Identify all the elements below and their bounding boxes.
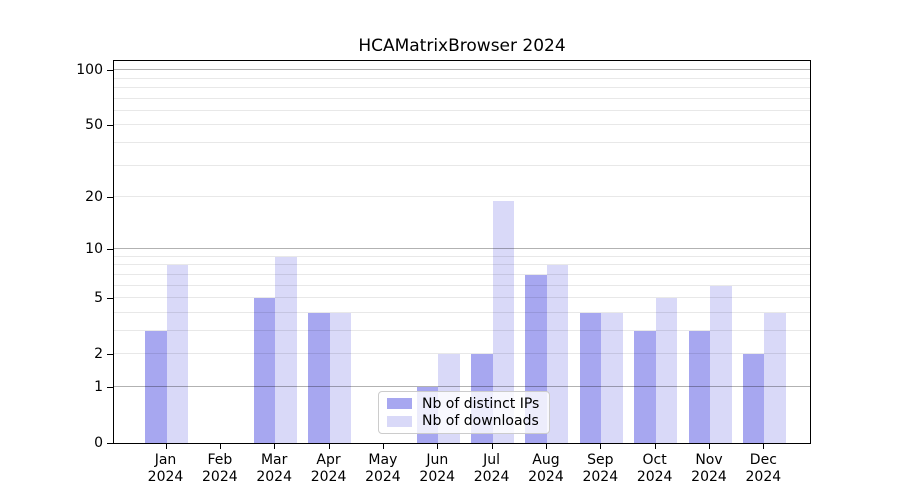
- gridline-20: [114, 196, 810, 197]
- gridline-1: [114, 386, 810, 387]
- gridline-100: [114, 69, 810, 71]
- bar-ips-apr: [308, 312, 330, 443]
- x-tick-feb: [219, 444, 221, 449]
- gridline-10: [114, 248, 810, 250]
- legend-label-downloads: Nb of downloads: [422, 413, 539, 430]
- x-tick-label-dec: Dec 2024: [745, 452, 782, 485]
- gridline-40: [114, 141, 810, 143]
- legend-item-distinct-ips: Nb of distinct IPs: [387, 395, 541, 412]
- gridline-90: [114, 77, 810, 79]
- gridline-50: [114, 124, 810, 126]
- x-tick-jun: [437, 444, 439, 449]
- bar-downloads-dec: [764, 312, 786, 443]
- y-tick-10: [107, 249, 113, 251]
- x-tick-may: [382, 444, 384, 449]
- gridline-70: [114, 97, 810, 99]
- gridline-7: [114, 273, 810, 275]
- gridline-4: [114, 311, 810, 313]
- bar-downloads-aug: [546, 265, 569, 443]
- gridline-60: [114, 109, 810, 111]
- gridline-5: [114, 297, 810, 299]
- x-tick-jan: [165, 444, 167, 449]
- gridline-80: [114, 86, 810, 88]
- gridline-3: [114, 329, 810, 331]
- chart-title: HCAMatrixBrowser 2024: [358, 36, 566, 56]
- gridline-6: [114, 284, 810, 286]
- bar-downloads-mar: [275, 256, 297, 443]
- y-tick-1: [107, 386, 113, 388]
- gridline-8: [114, 264, 810, 266]
- x-tick-label-nov: Nov 2024: [691, 452, 727, 485]
- x-tick-label-mar: Mar 2024: [256, 452, 292, 485]
- x-tick-label-feb: Feb 2024: [202, 452, 238, 485]
- x-tick-dec: [763, 444, 765, 449]
- x-tick-label-aug: Aug 2024: [528, 452, 564, 485]
- gridline-30: [114, 164, 810, 166]
- y-tick-label-2: 2: [94, 346, 103, 363]
- legend-swatch-downloads: [387, 415, 412, 427]
- x-tick-aug: [545, 444, 547, 449]
- x-tick-label-apr: Apr 2024: [310, 452, 347, 485]
- y-tick-5: [107, 298, 113, 300]
- plot-area: [113, 60, 811, 444]
- x-tick-jul: [491, 444, 493, 449]
- y-tick-label-50: 50: [85, 117, 103, 134]
- x-tick-label-may: May 2024: [365, 452, 401, 485]
- x-tick-mar: [274, 444, 276, 449]
- bar-downloads-jul: [492, 200, 515, 443]
- y-tick-50: [107, 125, 113, 127]
- bar-downloads-apr: [329, 312, 352, 443]
- y-tick-label-0: 0: [94, 435, 103, 451]
- x-tick-label-jul: Jul 2024: [473, 452, 510, 485]
- legend: Nb of distinct IPs Nb of downloads: [378, 391, 550, 434]
- bar-ips-jan: [145, 330, 167, 443]
- bar-ips-oct: [634, 330, 656, 443]
- x-tick-label-jan: Jan 2024: [147, 452, 184, 485]
- x-tick-nov: [709, 444, 710, 449]
- x-tick-label-oct: Oct 2024: [636, 452, 673, 485]
- y-tick-0: [107, 443, 113, 444]
- bar-ips-nov: [688, 330, 710, 443]
- x-tick-label-sep: Sep 2024: [582, 452, 619, 485]
- y-tick-label-5: 5: [94, 290, 103, 307]
- x-tick-label-jun: Jun 2024: [419, 452, 456, 485]
- x-tick-oct: [654, 444, 656, 449]
- legend-item-downloads: Nb of downloads: [387, 413, 541, 430]
- legend-label-distinct-ips: Nb of distinct IPs: [422, 395, 540, 412]
- x-tick-sep: [600, 444, 602, 449]
- bar-ips-dec: [742, 354, 765, 443]
- y-tick-100: [107, 70, 113, 72]
- bar-downloads-oct: [655, 298, 678, 443]
- bar-ips-mar: [253, 298, 276, 443]
- y-tick-label-20: 20: [85, 188, 103, 205]
- y-tick-2: [107, 354, 113, 356]
- y-tick-label-1: 1: [94, 378, 103, 395]
- bar-downloads-sep: [601, 312, 623, 443]
- y-tick-label-10: 10: [85, 241, 103, 258]
- gridline-2: [114, 353, 810, 355]
- bar-ips-sep: [579, 312, 602, 443]
- bar-downloads-nov: [710, 285, 732, 443]
- bar-downloads-jan: [166, 265, 188, 443]
- legend-swatch-distinct-ips: [387, 398, 412, 410]
- x-tick-apr: [328, 444, 330, 449]
- y-tick-20: [107, 196, 113, 198]
- gridline-9: [114, 255, 810, 257]
- y-tick-label-100: 100: [76, 62, 103, 79]
